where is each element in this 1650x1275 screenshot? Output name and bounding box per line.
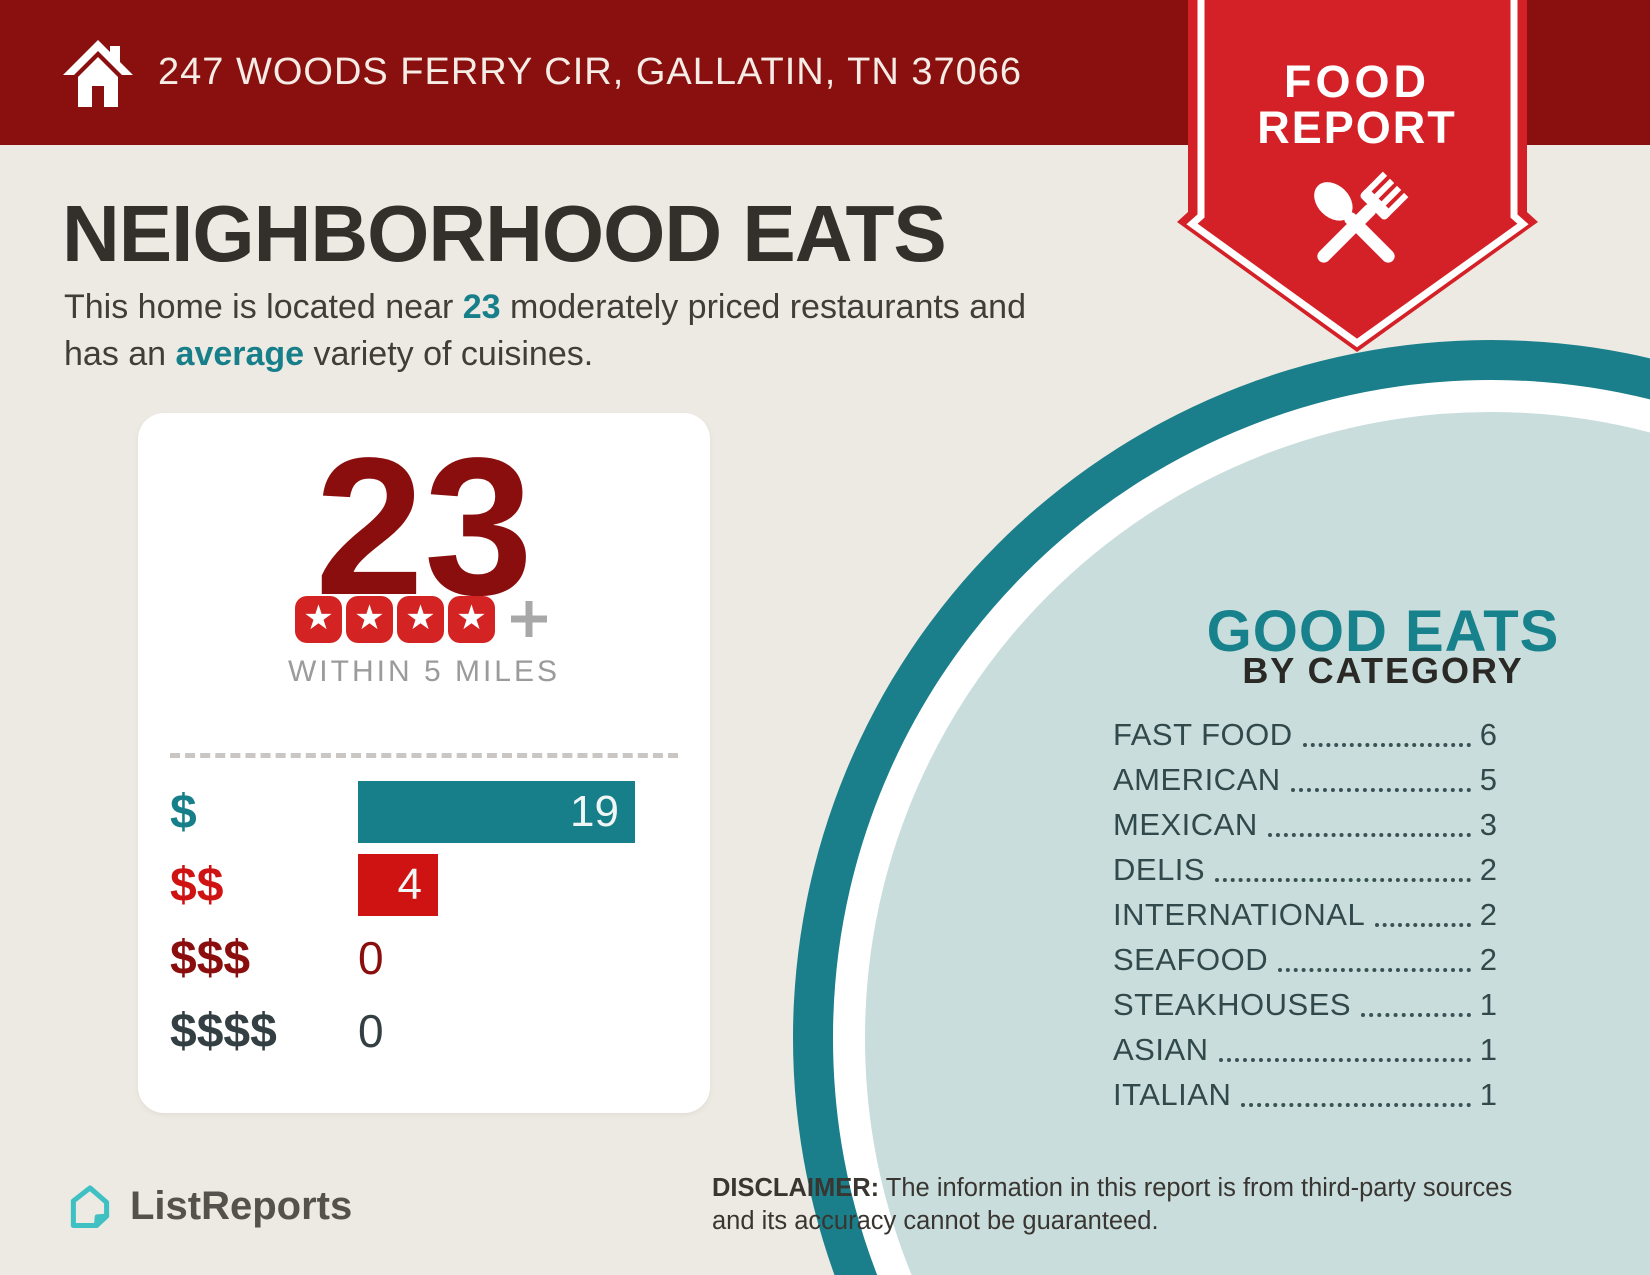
ribbon-line1: FOOD — [1284, 56, 1430, 107]
dotted-leader — [1267, 833, 1471, 837]
category-row: AMERICAN 5 — [1113, 757, 1497, 802]
good-eats-title: GOOD EATS — [1206, 599, 1560, 664]
category-name: ITALIAN — [1113, 1076, 1232, 1112]
ribbon-line2: REPORT — [1257, 102, 1457, 153]
category-count: 3 — [1479, 806, 1497, 842]
category-count: 2 — [1479, 851, 1497, 887]
logo-text: ListReports — [130, 1183, 353, 1228]
category-count: 6 — [1479, 716, 1497, 752]
category-count: 1 — [1479, 1031, 1497, 1067]
variety-highlight: average — [175, 334, 305, 373]
star-icon: ★ — [346, 595, 393, 643]
category-row: STEAKHOUSES 1 — [1113, 982, 1497, 1027]
dotted-leader — [1302, 743, 1471, 747]
price-tier-bar: 19 — [358, 781, 635, 843]
category-row: FAST FOOD 6 — [1113, 712, 1497, 757]
restaurant-summary-card: 23 ★ ★ ★ ★ WITHIN 5 MILES $19 $$ 4 $$$ 0 $$$$ 0 — [138, 413, 710, 1113]
price-tier-row: $$$ 0 — [170, 927, 680, 989]
dotted-leader — [1278, 968, 1471, 972]
dotted-leader — [1218, 1058, 1471, 1062]
ribbon-shape — [1177, 0, 1538, 352]
category-count: 5 — [1479, 761, 1497, 797]
category-row: MEXICAN 3 — [1113, 802, 1497, 847]
page-title: NEIGHBORHOOD EATS — [62, 189, 947, 278]
category-name: ASIAN — [1113, 1031, 1209, 1067]
dotted-leader — [1375, 923, 1471, 927]
price-tier-label: $ — [170, 785, 197, 839]
price-tier-label: $$$ — [170, 931, 251, 985]
dotted-leader — [1290, 788, 1471, 792]
home-icon — [63, 39, 133, 107]
subtitle-text: variety of cuisines. — [304, 334, 594, 373]
star-rating: ★ ★ ★ ★ — [295, 595, 495, 643]
restaurant-count-highlight: 23 — [462, 288, 501, 326]
good-eats-subtitle: BY CATEGORY — [1242, 650, 1524, 691]
price-tier-row: $$$$ 0 — [170, 1000, 680, 1062]
category-count: 1 — [1479, 986, 1497, 1022]
dotted-leader — [1361, 1013, 1471, 1017]
restaurant-count: 23 — [314, 417, 533, 636]
category-name: AMERICAN — [1113, 761, 1281, 797]
subtitle-text: This home is located near — [64, 288, 463, 326]
price-tier-row: $19 — [170, 781, 680, 843]
fork-icon — [1317, 171, 1409, 263]
divider — [170, 753, 678, 758]
price-tier-label: $$ — [170, 858, 224, 912]
rating-row: ★ ★ ★ ★ — [138, 595, 710, 643]
star-icon: ★ — [397, 595, 444, 643]
price-tier-value: 0 — [358, 932, 384, 984]
category-name: FAST FOOD — [1113, 716, 1293, 752]
page-subtitle: This home is located near 23 moderately … — [64, 284, 1084, 378]
price-tier-bar: 4 — [358, 854, 438, 916]
category-row: INTERNATIONAL 2 — [1113, 892, 1497, 937]
category-row: ASIAN 1 — [1113, 1027, 1497, 1072]
dotted-leader — [1215, 878, 1471, 882]
category-name: INTERNATIONAL — [1113, 896, 1366, 932]
subtitle-text: moderately priced restaurants and has an — [64, 288, 1026, 373]
category-list: FAST FOOD 6 AMERICAN 5 MEXICAN 3 DELIS 2 INTERNA… — [1113, 712, 1497, 1117]
star-icon: ★ — [295, 595, 342, 643]
category-row: SEAFOOD 2 — [1113, 937, 1497, 982]
price-bar-chart: $19 $$ 4 $$$ 0 $$$$ 0 — [170, 781, 680, 1073]
disclaimer-text: The information in this report is from t… — [712, 1174, 1513, 1235]
disclaimer-label: DISCLAIMER: — [712, 1174, 880, 1202]
category-name: DELIS — [1113, 851, 1206, 887]
category-row: DELIS 2 — [1113, 847, 1497, 892]
food-report-ribbon: FOOD REPORT — [1177, 0, 1538, 352]
category-name: STEAKHOUSES — [1113, 986, 1352, 1022]
category-name: MEXICAN — [1113, 806, 1258, 842]
ribbon-inner-border — [1186, 0, 1529, 348]
plus-icon — [511, 601, 547, 637]
price-tier-label: $$$$ — [170, 1004, 277, 1058]
dotted-leader — [1241, 1103, 1471, 1107]
star-icon: ★ — [448, 595, 495, 643]
category-count: 2 — [1479, 941, 1497, 977]
category-count: 2 — [1479, 896, 1497, 932]
category-row: ITALIAN 1 — [1113, 1072, 1497, 1117]
listreports-house-icon — [70, 1185, 110, 1229]
disclaimer: DISCLAIMER: The information in this repo… — [712, 1172, 1520, 1237]
category-name: SEAFOOD — [1113, 941, 1269, 977]
crossed-utensils-icon — [1314, 171, 1409, 263]
property-address: 247 WOODS FERRY CIR, GALLATIN, TN 37066 — [158, 51, 1023, 93]
price-tier-value: 0 — [358, 1005, 384, 1057]
radius-label: WITHIN 5 MILES — [287, 655, 561, 688]
category-count: 1 — [1479, 1076, 1497, 1112]
listreports-logo: ListReports — [64, 1180, 352, 1232]
price-tier-row: $$ 4 — [170, 854, 680, 916]
